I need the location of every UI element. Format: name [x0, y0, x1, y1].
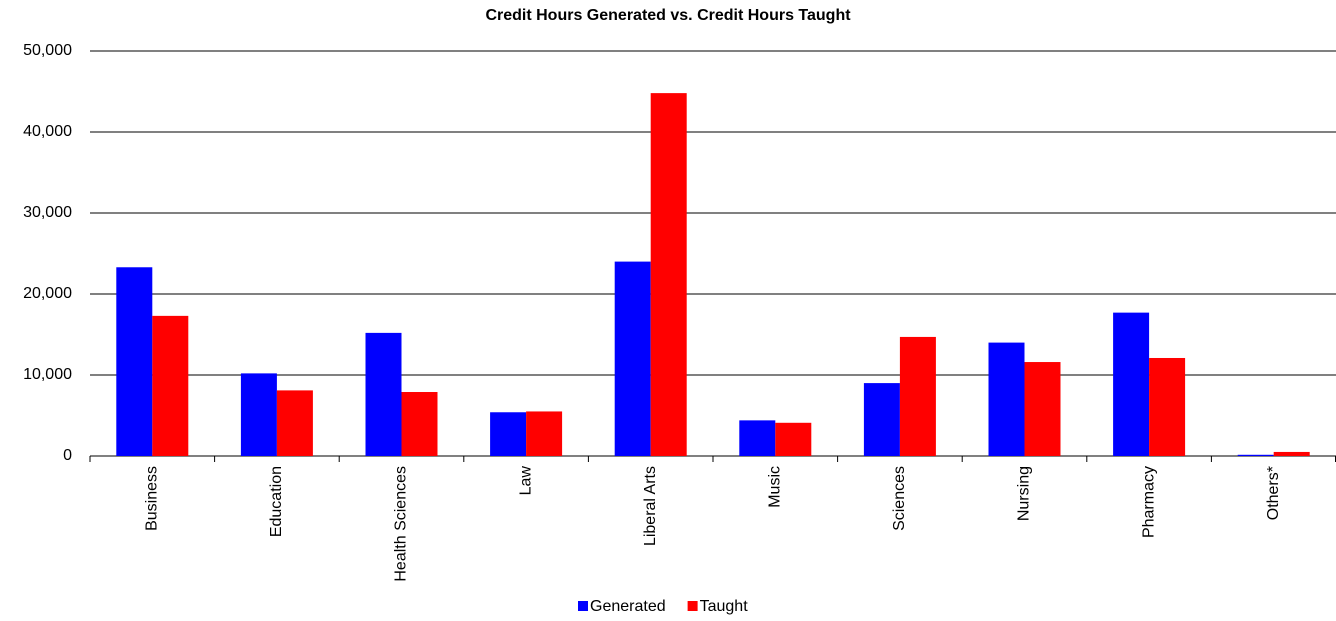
x-tick-label: Others* [1265, 466, 1282, 520]
x-tick-label: Pharmacy [1140, 466, 1157, 538]
x-tick-label: Nursing [1016, 466, 1033, 521]
bar [490, 412, 527, 456]
bar [1237, 454, 1274, 456]
y-tick-label: 20,000 [23, 285, 72, 302]
x-tick-label: Business [144, 466, 161, 531]
legend-label: Generated [590, 598, 666, 615]
y-tick-label: 0 [63, 447, 72, 464]
bar [739, 420, 776, 456]
bar [276, 390, 313, 456]
legend-swatch [687, 601, 698, 611]
bar [614, 261, 651, 456]
x-tick-label: Sciences [891, 466, 908, 531]
bar [775, 422, 812, 456]
legend-label: Taught [700, 598, 749, 615]
x-tick-label: Law [517, 466, 534, 496]
y-tick-label: 10,000 [23, 366, 72, 383]
bar [1273, 451, 1310, 456]
y-tick-label: 50,000 [23, 42, 72, 59]
y-tick-label: 40,000 [23, 123, 72, 140]
x-tick-label: Liberal Arts [642, 466, 659, 546]
x-tick-label: Health Sciences [393, 466, 410, 582]
legend-swatch [578, 601, 588, 611]
bar [1149, 357, 1186, 456]
bar [116, 267, 153, 456]
bar [365, 332, 402, 456]
bar [152, 315, 189, 456]
bar [526, 411, 563, 456]
chart-title: Credit Hours Generated vs. Credit Hours … [485, 7, 851, 24]
x-tick-label: Music [767, 466, 784, 508]
bar [899, 336, 936, 456]
bar [988, 342, 1025, 456]
bar [863, 383, 900, 456]
bar [1113, 312, 1150, 456]
bar [650, 93, 687, 457]
x-tick-label: Education [268, 466, 285, 537]
bar [1024, 362, 1061, 456]
bar [240, 373, 277, 456]
y-tick-label: 30,000 [23, 204, 72, 221]
bar [401, 392, 438, 456]
